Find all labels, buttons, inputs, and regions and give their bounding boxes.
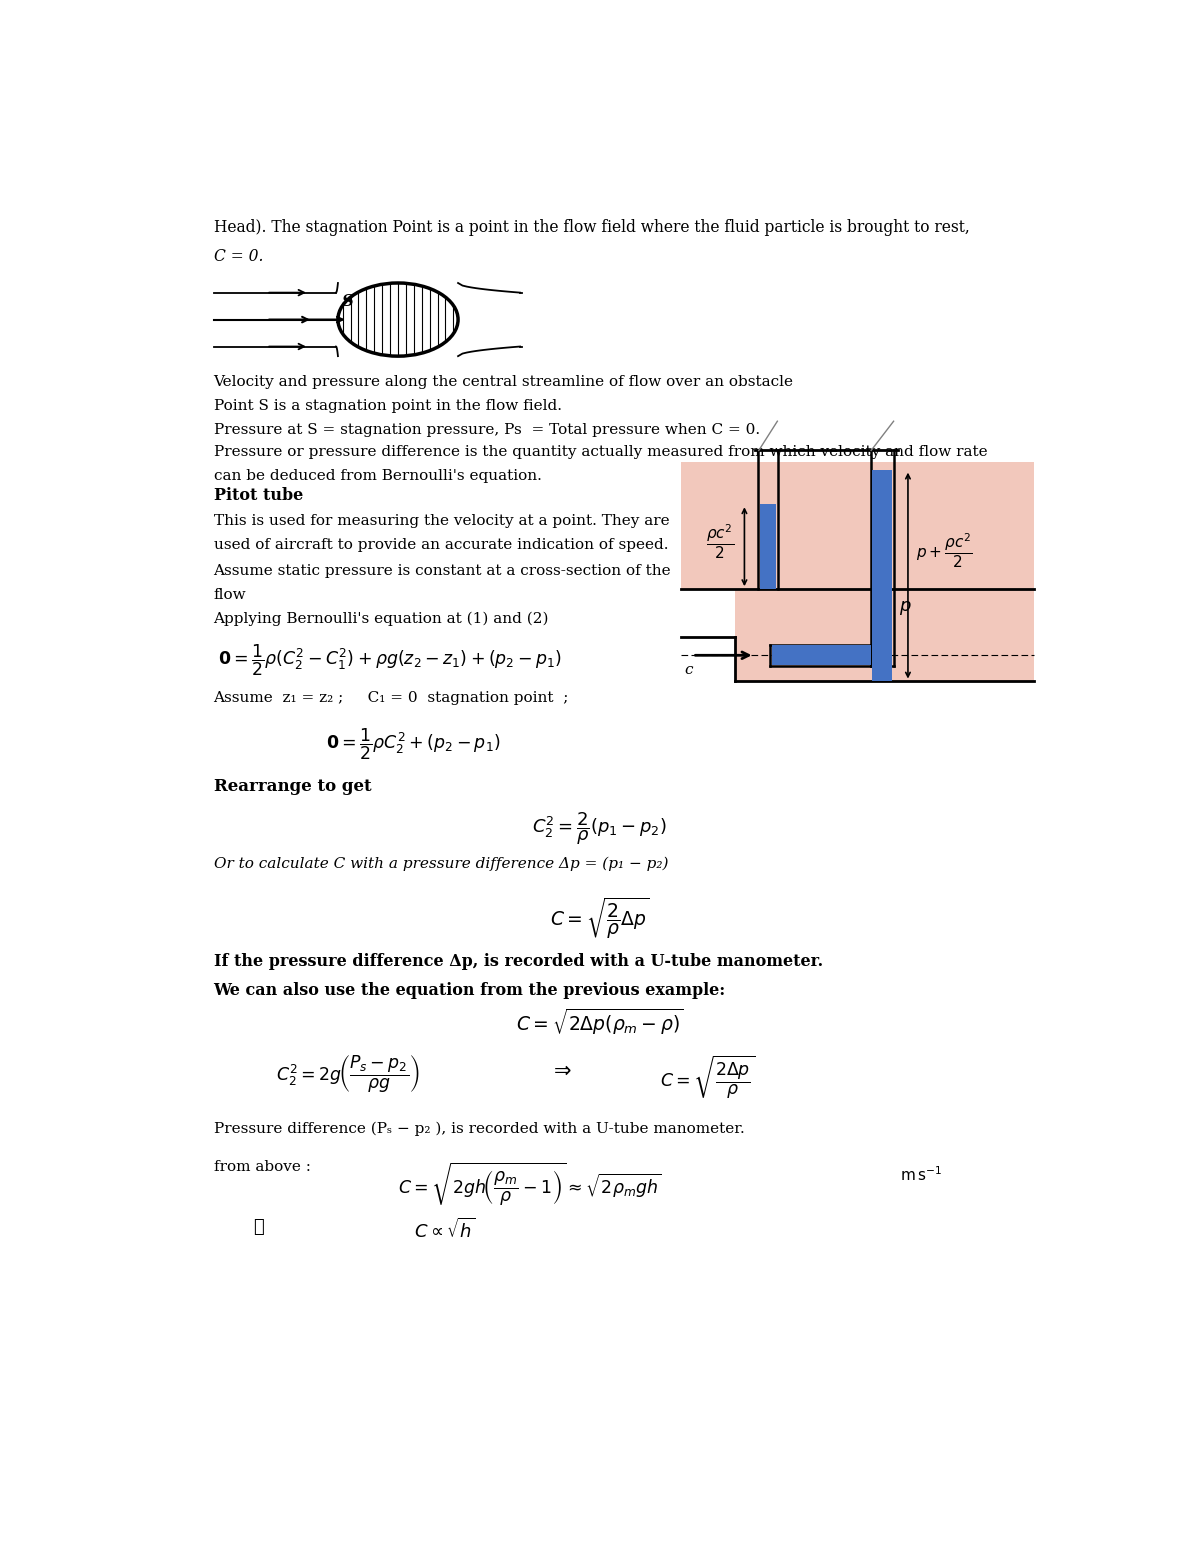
Text: $\dfrac{\rho c^2}{2}$: $\dfrac{\rho c^2}{2}$ — [706, 522, 733, 561]
Text: Applying Bernoulli's equation at (1) and (2): Applying Bernoulli's equation at (1) and… — [214, 612, 550, 626]
Text: Pitot tube: Pitot tube — [214, 488, 302, 505]
Text: This is used for measuring the velocity at a point. They are: This is used for measuring the velocity … — [214, 514, 670, 528]
Text: $C = \sqrt{2\Delta p(\rho_m - \rho)}$: $C = \sqrt{2\Delta p(\rho_m - \rho)}$ — [516, 1008, 684, 1037]
Text: can be deduced from Bernoulli's equation.: can be deduced from Bernoulli's equation… — [214, 469, 541, 483]
Bar — [760, 505, 776, 589]
Text: $C_2^2 = \dfrac{2}{\rho}(p_1 - p_2)$: $C_2^2 = \dfrac{2}{\rho}(p_1 - p_2)$ — [533, 811, 667, 846]
Bar — [872, 469, 893, 682]
Bar — [772, 646, 871, 665]
Text: $p + \dfrac{\rho c^2}{2}$: $p + \dfrac{\rho c^2}{2}$ — [916, 531, 973, 570]
Text: $\Rightarrow$: $\Rightarrow$ — [550, 1061, 572, 1079]
Text: Assume static pressure is constant at a cross-section of the: Assume static pressure is constant at a … — [214, 564, 671, 578]
Text: Rearrange to get: Rearrange to get — [214, 778, 371, 795]
Text: Head). The stagnation Point is a point in the flow field where the fluid particl: Head). The stagnation Point is a point i… — [214, 219, 970, 236]
Text: flow: flow — [214, 587, 246, 601]
Bar — [680, 463, 1033, 589]
Text: ∴: ∴ — [253, 1218, 264, 1236]
Text: Assume  z₁ = z₂ ;     C₁ = 0  stagnation point  ;: Assume z₁ = z₂ ; C₁ = 0 stagnation point… — [214, 691, 569, 705]
Text: Or to calculate C with a pressure difference Δp = (p₁ − p₂): Or to calculate C with a pressure differ… — [214, 857, 668, 871]
Text: Pressure or pressure difference is the quantity actually measured from which vel: Pressure or pressure difference is the q… — [214, 446, 988, 460]
Text: $C = \sqrt{\dfrac{2\Delta p}{\rho}}$: $C = \sqrt{\dfrac{2\Delta p}{\rho}}$ — [660, 1053, 756, 1101]
Text: $\mathbf{0} = \dfrac{1}{2}\rho(C_2^2 - C_1^2) + \rho g(z_2 - z_1) + (p_2 - p_1)$: $\mathbf{0} = \dfrac{1}{2}\rho(C_2^2 - C… — [218, 643, 563, 679]
Text: c: c — [685, 663, 694, 677]
Text: $\mathrm{m\,s^{-1}}$: $\mathrm{m\,s^{-1}}$ — [900, 1165, 942, 1183]
Text: We can also use the equation from the previous example:: We can also use the equation from the pr… — [214, 981, 726, 999]
Text: $C = \sqrt{\dfrac{2}{\rho}\Delta p}$: $C = \sqrt{\dfrac{2}{\rho}\Delta p}$ — [550, 895, 649, 940]
Text: Pressure at S = stagnation pressure, Ps  = Total pressure when C = 0.: Pressure at S = stagnation pressure, Ps … — [214, 422, 760, 436]
Text: C = 0.: C = 0. — [214, 248, 263, 266]
Ellipse shape — [338, 283, 458, 356]
Text: $\mathbf{0} = \dfrac{1}{2}\rho C_2^2 + (p_2 - p_1)$: $\mathbf{0} = \dfrac{1}{2}\rho C_2^2 + (… — [326, 727, 500, 761]
Text: $C = \sqrt{2gh\!\left(\dfrac{\rho_m}{\rho} - 1\right)} \approx \sqrt{2\rho_m gh}: $C = \sqrt{2gh\!\left(\dfrac{\rho_m}{\rh… — [398, 1160, 661, 1208]
Text: $p$: $p$ — [899, 599, 912, 618]
Text: from above :: from above : — [214, 1160, 311, 1174]
Text: If the pressure difference Δp, is recorded with a U-tube manometer.: If the pressure difference Δp, is record… — [214, 952, 823, 969]
Text: Pressure difference (Pₛ − p₂ ), is recorded with a U-tube manometer.: Pressure difference (Pₛ − p₂ ), is recor… — [214, 1121, 744, 1137]
Text: $C_2^2 = 2g\!\left(\dfrac{P_s - p_2}{\rho g}\right)$: $C_2^2 = 2g\!\left(\dfrac{P_s - p_2}{\rh… — [276, 1053, 420, 1095]
Text: S: S — [342, 292, 354, 309]
Text: Point S is a stagnation point in the flow field.: Point S is a stagnation point in the flo… — [214, 399, 562, 413]
Text: used of aircraft to provide an accurate indication of speed.: used of aircraft to provide an accurate … — [214, 539, 668, 553]
Text: $C \propto \sqrt{h}$: $C \propto \sqrt{h}$ — [414, 1218, 475, 1242]
Text: Velocity and pressure along the central streamline of flow over an obstacle: Velocity and pressure along the central … — [214, 374, 793, 388]
Bar — [736, 589, 1033, 682]
